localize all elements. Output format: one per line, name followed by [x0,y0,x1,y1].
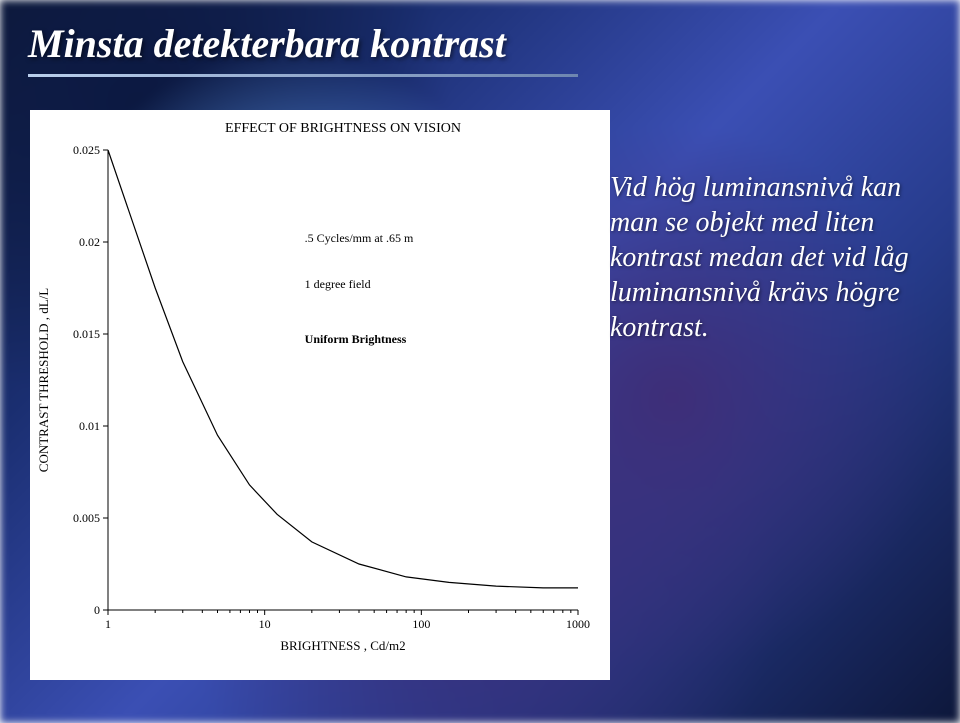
slide-title-underline [28,74,578,77]
y-tick-label: 0.01 [79,419,100,433]
y-tick-label: 0 [94,603,100,617]
chart-svg: EFFECT OF BRIGHTNESS ON VISION 0 0.005 0.01… [30,110,610,680]
series-line [108,150,578,588]
chart-title: EFFECT OF BRIGHTNESS ON VISION [225,121,461,136]
chart-annotation: .5 Cycles/mm at .65 m [305,231,414,245]
x-tick-label: 1 [105,617,111,631]
y-tick-label: 0.025 [73,143,100,157]
side-text: Vid hög luminansnivå kan man se objekt m… [610,170,910,345]
x-tick-label: 10 [259,617,271,631]
slide-title: Minsta detekterbara kontrast [28,20,506,67]
y-axis-label: CONTRAST THRESHOLD , dL/L [36,288,51,472]
x-tick-label: 100 [412,617,430,631]
chart-panel: EFFECT OF BRIGHTNESS ON VISION 0 0.005 0.01… [30,110,610,680]
x-axis-label: BRIGHTNESS , Cd/m2 [280,638,405,653]
chart-annotation: 1 degree field [305,277,371,291]
x-tick-label: 1000 [566,617,590,631]
y-tick-label: 0.005 [73,511,100,525]
chart-annotation: Uniform Brightness [305,332,407,346]
y-tick-label: 0.02 [79,235,100,249]
y-tick-label: 0.015 [73,327,100,341]
